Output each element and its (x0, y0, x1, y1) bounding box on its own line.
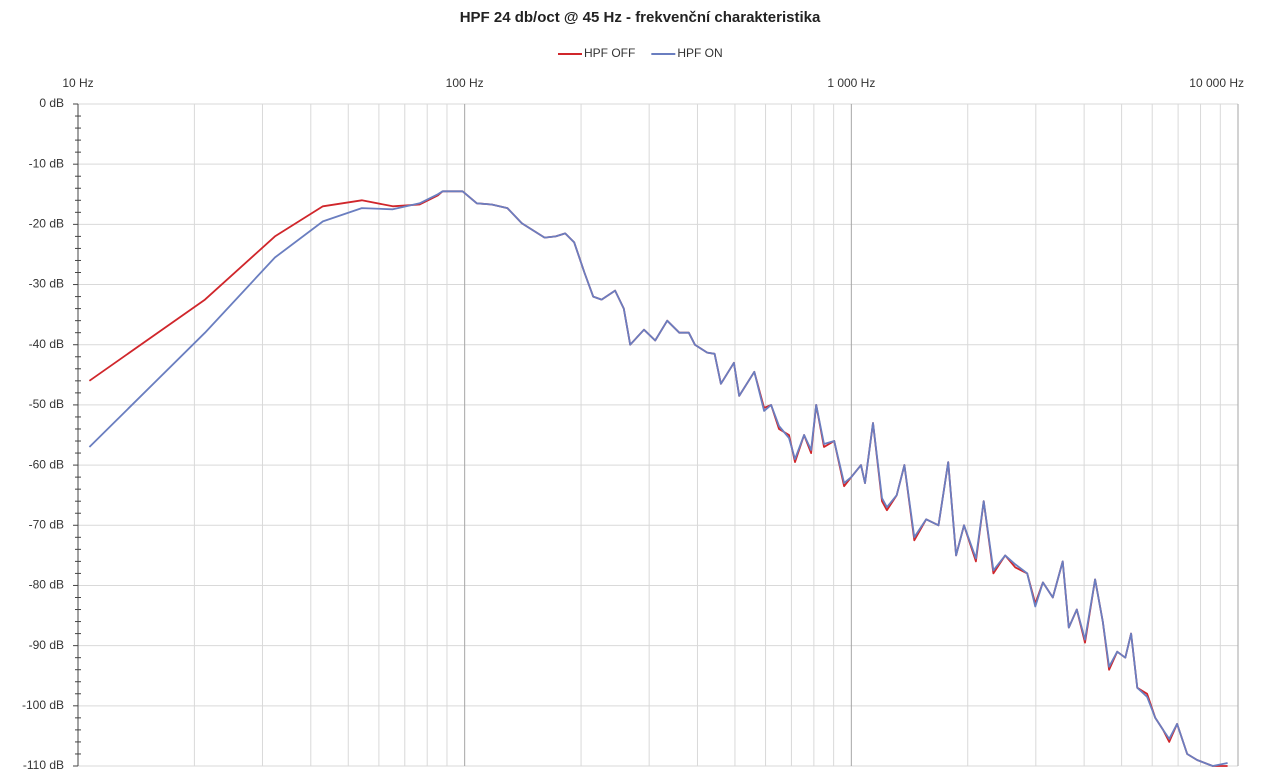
x-tick-label: 100 Hz (446, 76, 484, 90)
x-tick-label: 10 000 Hz (1189, 76, 1244, 90)
y-tick-label: -30 dB (29, 277, 64, 291)
legend-label: HPF ON (677, 46, 722, 60)
y-tick-label: -20 dB (29, 217, 64, 231)
y-tick-label: -40 dB (29, 337, 64, 351)
x-tick-label: 1 000 Hz (827, 76, 875, 90)
chart-title: HPF 24 db/oct @ 45 Hz - frekvenční chara… (460, 9, 821, 26)
y-tick-label: -90 dB (29, 638, 64, 652)
line-series (88, 190, 1228, 767)
y-tick-label: -80 dB (29, 578, 64, 592)
y-tick-label: -50 dB (29, 397, 64, 411)
y-tick-label: -10 dB (29, 156, 64, 170)
y-tick-label: -70 dB (29, 517, 64, 531)
legend-label: HPF OFF (584, 46, 635, 60)
y-tick-label: -60 dB (29, 457, 64, 471)
x-tick-label: 10 Hz (62, 76, 93, 90)
y-tick-label: -110 dB (23, 758, 64, 772)
y-tick-label: -100 dB (22, 698, 64, 712)
y-tick-label: 0 dB (39, 96, 64, 110)
